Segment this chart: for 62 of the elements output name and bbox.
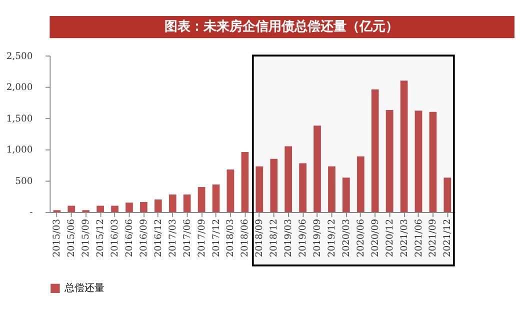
bar — [68, 206, 76, 212]
bar — [328, 166, 336, 212]
x-tick-label: 2018/09 — [254, 218, 266, 258]
x-tick-label: 2020/12 — [384, 218, 396, 258]
x-tick-label: 2017/06 — [182, 218, 193, 258]
x-tick-label: 2017/12 — [210, 218, 222, 258]
x-tick-label: 2015/03 — [52, 218, 63, 258]
bar — [168, 194, 176, 212]
y-tick-label: - — [30, 207, 33, 218]
x-tick-label: 2016/03 — [110, 218, 121, 258]
bar — [356, 156, 364, 212]
x-tick-label: 2017/09 — [196, 218, 208, 258]
y-tick-label: 500 — [15, 176, 33, 187]
bar — [212, 184, 220, 212]
y-tick-label: 2,000 — [6, 82, 33, 94]
x-tick-label: 2019/06 — [298, 218, 309, 258]
x-tick-label: 2018/06 — [240, 218, 251, 258]
y-tick-label: 2,500 — [6, 50, 33, 62]
bar — [444, 178, 452, 212]
x-tick-label: 2020/06 — [355, 218, 366, 258]
x-tick-label: 2019/03 — [283, 218, 294, 258]
x-tick-label: 2016/06 — [124, 218, 136, 258]
x-tick-label: 2015/06 — [66, 218, 78, 258]
x-tick-label: 2021/09 — [428, 218, 439, 258]
x-tick-label: 2015/09 — [80, 218, 92, 258]
legend-label: 总偿还量 — [63, 282, 104, 294]
bar — [299, 163, 306, 212]
x-tick-label: 2018/12 — [268, 218, 280, 258]
x-tick-label: 2021/03 — [398, 218, 410, 258]
x-tick-label: 2018/03 — [225, 218, 236, 258]
bar — [154, 200, 162, 212]
x-tick-label: 2020/03 — [340, 218, 352, 258]
bar — [183, 194, 191, 212]
x-tick-label: 2016/12 — [152, 218, 164, 258]
x-tick-label: 2019/12 — [326, 218, 338, 258]
x-tick-label: 2021/06 — [413, 218, 424, 258]
bar — [256, 166, 264, 212]
bar — [342, 178, 350, 212]
bar — [111, 206, 118, 212]
bar — [140, 202, 148, 212]
y-tick-label: 1,500 — [6, 113, 33, 124]
chart-title: 图表：未来房企信用债总偿还量（亿元） — [164, 18, 399, 35]
x-tick-label: 2019/09 — [312, 218, 324, 258]
x-tick-label: 2015/12 — [95, 218, 106, 258]
bar — [270, 158, 278, 212]
y-tick-label: 1,000 — [6, 144, 33, 156]
bar — [429, 112, 437, 212]
bar — [126, 202, 133, 212]
bar — [386, 110, 394, 212]
bar — [284, 146, 292, 212]
x-tick-label: 2016/09 — [138, 218, 150, 258]
bar — [198, 186, 206, 212]
bar — [96, 206, 104, 212]
x-tick-label: 2017/03 — [167, 218, 178, 258]
bar — [241, 152, 249, 212]
x-tick-label: 2020/09 — [370, 218, 381, 258]
bar — [414, 110, 422, 212]
bar — [371, 89, 379, 212]
bar — [226, 169, 234, 212]
bar — [400, 80, 408, 212]
bar — [314, 126, 321, 212]
x-tick-label: 2021/12 — [442, 218, 454, 258]
